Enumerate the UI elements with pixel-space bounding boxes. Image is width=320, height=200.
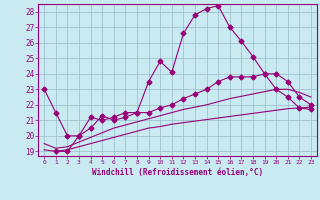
X-axis label: Windchill (Refroidissement éolien,°C): Windchill (Refroidissement éolien,°C): [92, 168, 263, 177]
